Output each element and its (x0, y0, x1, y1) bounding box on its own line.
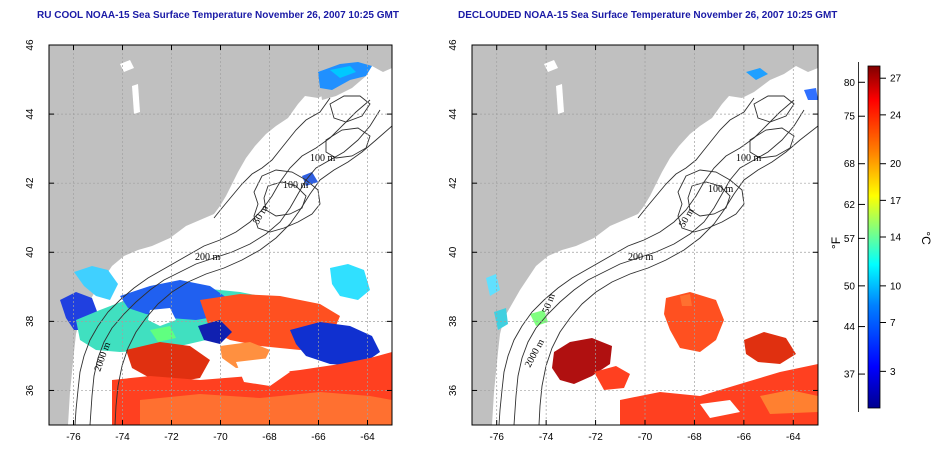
x-tick-label: -76 (489, 432, 504, 443)
temperature-colorbar: 80 75 68 62 57 50 44 37 27 24 20 17 14 10 7 3 °F °C (829, 62, 933, 412)
fahrenheit-tick-label: 37 (844, 370, 856, 381)
y-tick-label: 36 (25, 384, 36, 396)
celsius-tick-label: 14 (890, 233, 902, 244)
left-map-axes: -76 -74 -72 -70 -68 -66 -64 46 44 42 40 38 36 (25, 39, 392, 443)
celsius-tick-label: 24 (890, 110, 902, 121)
bathymetry-contours (498, 95, 818, 425)
y-tick-label: 42 (448, 177, 459, 189)
svg-text:200 m: 200 m (195, 252, 221, 263)
colorbar-fahrenheit-ticks: 80 75 68 62 57 50 44 37 (844, 78, 865, 381)
x-tick-label: -68 (262, 432, 277, 443)
y-tick-label: 40 (25, 246, 36, 258)
svg-text:100 m: 100 m (736, 153, 762, 164)
y-tick-label: 40 (448, 246, 459, 258)
celsius-tick-label: 10 (890, 281, 902, 292)
y-tick-label: 36 (448, 384, 459, 396)
bathymetry-contours (74, 95, 392, 425)
left-map-title: RU COOL NOAA-15 Sea Surface Temperature … (37, 10, 399, 21)
x-tick-label: -74 (115, 432, 130, 443)
land-mass (472, 45, 818, 425)
y-tick-label: 46 (448, 39, 459, 51)
right-map-axes: -76 -74 -72 -70 -68 -66 -64 46 44 42 40 38 36 (448, 39, 818, 443)
y-tick-label: 46 (25, 39, 36, 51)
land-mass (49, 45, 392, 425)
right-map-title: DECLOUDED NOAA-15 Sea Surface Temperatur… (458, 10, 838, 21)
celsius-tick-label: 7 (890, 318, 896, 329)
x-tick-label: -74 (539, 432, 554, 443)
x-tick-label: -72 (164, 432, 179, 443)
sst-patches (60, 62, 392, 425)
y-tick-label: 44 (25, 108, 36, 120)
fahrenheit-tick-label: 57 (844, 234, 856, 245)
x-tick-label: -70 (213, 432, 228, 443)
svg-text:100 m: 100 m (708, 184, 734, 195)
y-tick-label: 44 (448, 108, 459, 120)
fahrenheit-tick-label: 62 (844, 200, 856, 211)
x-tick-label: -72 (588, 432, 603, 443)
fahrenheit-tick-label: 80 (844, 78, 856, 89)
right-sst-map: 100 m 100 m 50 m 200 m 50 m 2000 m -76 -7… (448, 39, 819, 443)
fahrenheit-tick-label: 50 (844, 281, 856, 292)
x-tick-label: -68 (687, 432, 702, 443)
celsius-tick-label: 17 (890, 196, 902, 207)
y-tick-label: 38 (448, 315, 459, 327)
svg-text:100 m: 100 m (310, 153, 336, 164)
left-sst-map: 100 m 100 m 50 m 200 m 2000 m -76 -74 -72-… (25, 39, 393, 443)
x-tick-label: -76 (66, 432, 81, 443)
x-tick-label: -66 (737, 432, 752, 443)
y-tick-label: 38 (25, 315, 36, 327)
x-tick-label: -64 (360, 432, 375, 443)
grid-lines (472, 45, 818, 425)
grid-lines (49, 45, 392, 425)
x-tick-label: -66 (311, 432, 326, 443)
fahrenheit-tick-label: 44 (844, 322, 856, 333)
fahrenheit-label: °F (829, 237, 843, 249)
x-tick-label: -64 (786, 432, 801, 443)
celsius-tick-label: 3 (890, 367, 896, 378)
celsius-tick-label: 27 (890, 74, 902, 85)
svg-text:100 m: 100 m (283, 180, 309, 191)
fahrenheit-tick-label: 68 (844, 159, 856, 170)
colorbar-gradient (867, 65, 881, 409)
sst-patches (486, 68, 818, 425)
celsius-tick-label: 20 (890, 159, 902, 170)
svg-text:200 m: 200 m (628, 252, 654, 263)
x-tick-label: -70 (638, 432, 653, 443)
colorbar-celsius-ticks: 27 24 20 17 14 10 7 3 (880, 74, 902, 378)
y-tick-label: 42 (25, 177, 36, 189)
fahrenheit-tick-label: 75 (844, 112, 856, 123)
celsius-label: °C (919, 231, 933, 245)
